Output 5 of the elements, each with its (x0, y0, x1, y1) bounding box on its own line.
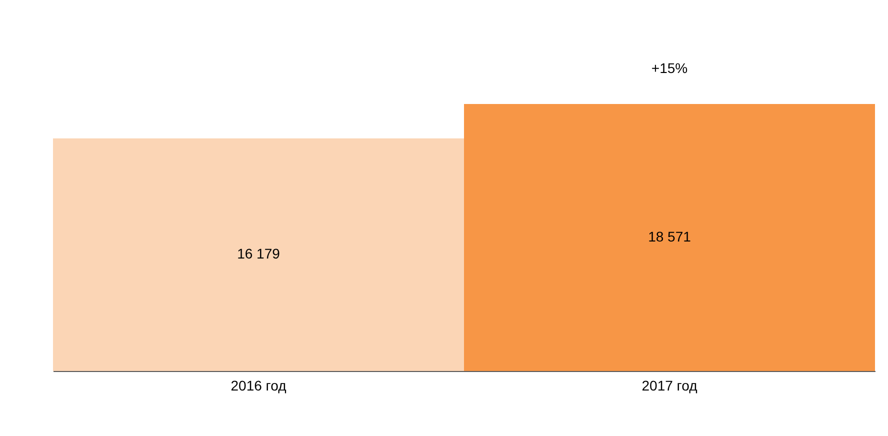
x-tick-label: 2016 год (230, 378, 286, 394)
x-tick-label: 2017 год (642, 378, 698, 394)
annotation: +15% (651, 60, 688, 76)
data-label: 18 571 (648, 228, 692, 244)
data-label: 16 179 (237, 246, 280, 262)
